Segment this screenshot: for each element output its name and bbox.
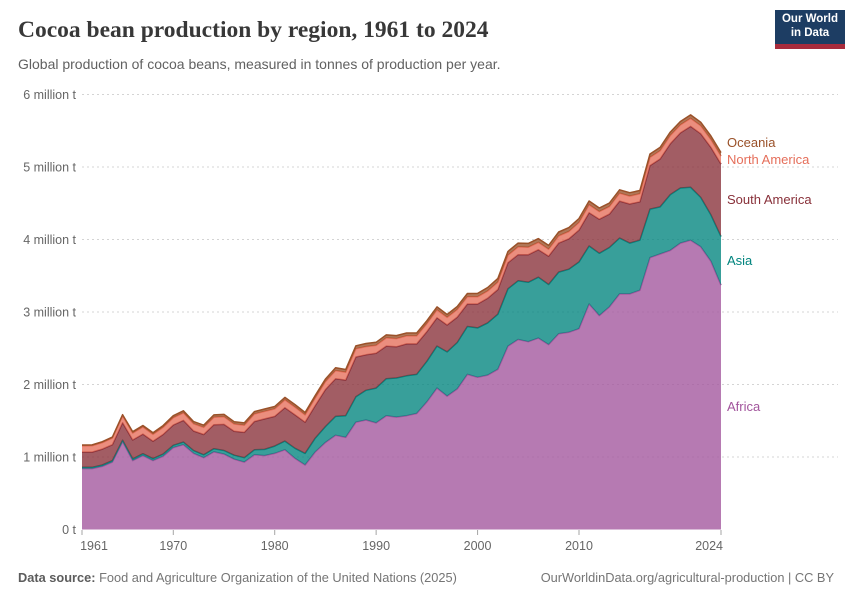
series-label-north-america[interactable]: North America — [727, 152, 810, 168]
owid-logo: Our World in Data — [775, 10, 845, 49]
footer-citation-link[interactable]: OurWorldinData.org/agricultural-producti… — [540, 570, 834, 585]
line-oceania — [81, 114, 722, 446]
series-label-asia[interactable]: Asia — [727, 252, 753, 268]
area-asia — [82, 187, 721, 469]
data-source-text: Food and Agriculture Organization of the… — [95, 570, 457, 585]
x-axis-label-1990: 1990 — [362, 539, 390, 553]
y-axis-label-2m: 2 million t — [23, 378, 76, 392]
series-label-south-america[interactable]: South America — [727, 192, 812, 208]
y-axis-label-3m: 3 million t — [23, 305, 76, 319]
page-subtitle: Global production of cocoa beans, measur… — [18, 56, 501, 72]
y-axis-label-5m: 5 million t — [23, 160, 76, 174]
area-africa — [82, 240, 721, 530]
series-label-oceania[interactable]: Oceania — [727, 135, 776, 151]
x-axis-label-1980: 1980 — [261, 539, 289, 553]
x-axis-label-2000: 2000 — [464, 539, 492, 553]
x-axis-label-1970: 1970 — [159, 539, 187, 553]
data-source-line: Data source: Food and Agriculture Organi… — [18, 570, 457, 585]
page-title: Cocoa bean production by region, 1961 to… — [18, 17, 489, 43]
owid-logo-line2: in Data — [790, 27, 830, 39]
owid-logo-red-bar — [775, 44, 845, 49]
y-axis-label-4m: 4 million t — [23, 233, 76, 247]
owid-logo-body: Our World in Data — [775, 10, 845, 44]
y-axis-label-1m: 1 million t — [23, 450, 76, 464]
y-axis-label-0m: 0 t — [62, 523, 76, 537]
owid-logo-line1: Our World — [781, 13, 838, 26]
series-label-africa[interactable]: Africa — [727, 399, 761, 415]
x-axis-label-2024: 2024 — [695, 539, 723, 553]
x-axis-label-1961: 1961 — [80, 539, 108, 553]
x-axis-label-2010: 2010 — [565, 539, 593, 553]
data-source-label: Data source: — [18, 570, 96, 585]
y-axis-label-6m: 6 million t — [23, 88, 76, 102]
